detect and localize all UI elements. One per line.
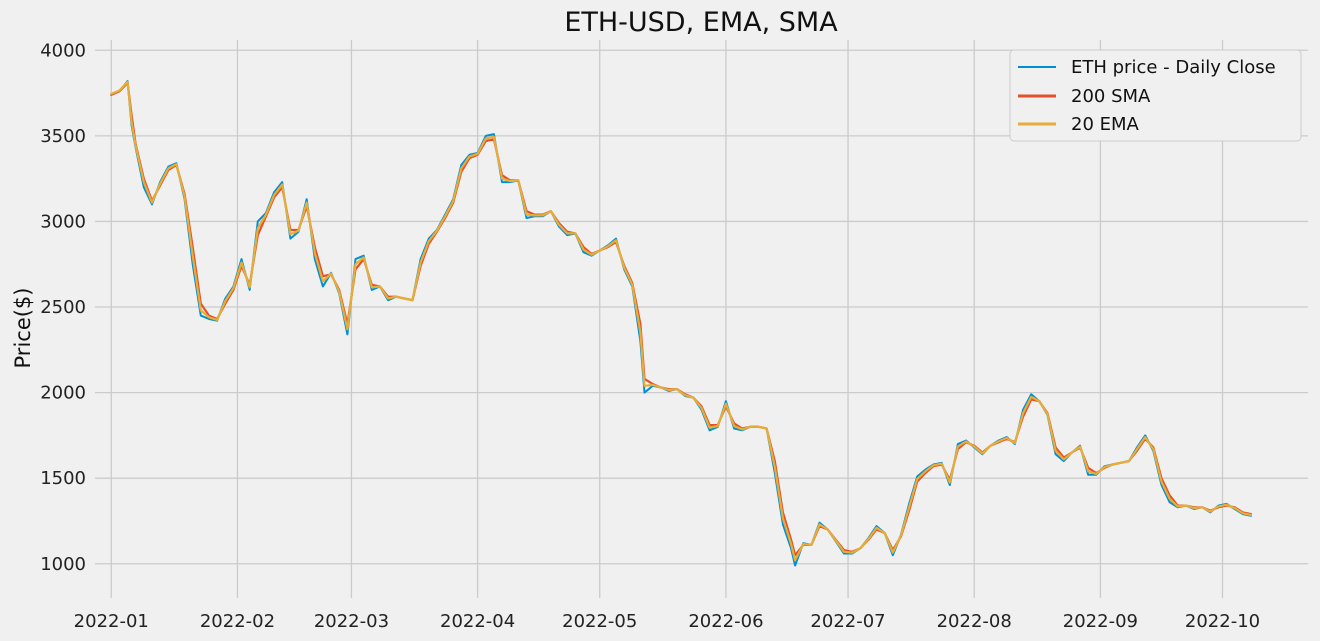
- y-tick-labels: 1000 1500 2000 2500 3000 3500 4000: [40, 40, 86, 574]
- y-tick-label: 1500: [40, 468, 86, 489]
- legend-label-sma: 200 SMA: [1071, 86, 1151, 107]
- x-tick-label: 2022-03: [314, 611, 389, 632]
- y-tick-label: 3500: [40, 126, 86, 147]
- y-tick-label: 1000: [40, 554, 86, 575]
- x-tick-label: 2022-01: [74, 611, 149, 632]
- y-tick-label: 4000: [40, 40, 86, 61]
- legend-label-ema: 20 EMA: [1071, 114, 1140, 135]
- x-tick-label: 2022-02: [200, 611, 275, 632]
- y-axis-label: Price($): [11, 288, 35, 369]
- series-layer: [110, 80, 1253, 567]
- legend-label-price: ETH price - Daily Close: [1071, 57, 1276, 78]
- x-tick-label: 2022-10: [1185, 611, 1260, 632]
- legend-box: [1009, 49, 1302, 142]
- x-tick-label: 2022-04: [440, 611, 515, 632]
- x-tick-labels: 2022-01 2022-02 2022-03 2022-04 2022-05 2022-…: [74, 611, 1260, 632]
- x-tick-label: 2022-09: [1063, 611, 1138, 632]
- y-tick-label: 2000: [40, 383, 86, 404]
- series-line-ema: [110, 80, 1253, 562]
- chart-title: ETH-USD, EMA, SMA: [564, 7, 838, 38]
- x-tick-label: 2022-07: [810, 611, 885, 632]
- legend: ETH price - Daily Close 200 SMA 20 EMA: [1009, 49, 1302, 142]
- x-tick-label: 2022-05: [562, 611, 637, 632]
- y-tick-label: 3000: [40, 211, 86, 232]
- y-tick-label: 2500: [40, 297, 86, 318]
- y-grid: [95, 49, 1308, 565]
- x-tick-label: 2022-06: [688, 611, 763, 632]
- x-tick-label: 2022-08: [937, 611, 1012, 632]
